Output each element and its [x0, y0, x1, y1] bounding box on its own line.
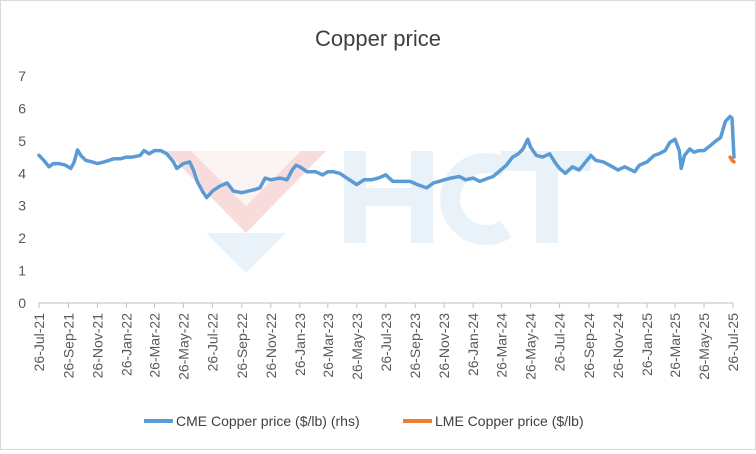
y-tick-label: 0 — [18, 295, 26, 311]
axis-layer: 0 1 2 3 4 5 6 7 26-Jul-21 26-Sep-21 26-Nov-21 26-Ja… — [18, 68, 741, 380]
legend-label-cme: CME Copper price ($/lb) (rhs) — [176, 413, 360, 429]
x-tick-label: 26-Mar-25 — [667, 313, 683, 378]
x-tick-label: 26-Jan-25 — [639, 313, 655, 376]
x-tick-label: 26-May-24 — [523, 313, 539, 380]
y-tick-label: 3 — [18, 198, 26, 214]
x-tick-label: 26-Jan-23 — [292, 313, 308, 376]
legend: CME Copper price ($/lb) (rhs) LME Copper… — [144, 413, 584, 429]
x-tick-label: 26-Jan-22 — [118, 313, 134, 376]
x-tick-label: 26-Jul-21 — [31, 313, 47, 372]
y-tick-label: 1 — [18, 263, 26, 279]
watermark-logo — [166, 151, 591, 273]
x-tick-label: 26-Jul-22 — [204, 313, 220, 372]
x-tick-label: 26-Mar-22 — [146, 313, 162, 378]
x-tick-label: 26-May-23 — [349, 313, 365, 380]
x-tick-label: 26-May-22 — [175, 313, 191, 380]
x-tick-label: 26-Jul-25 — [725, 313, 741, 372]
y-tick-label: 2 — [18, 230, 26, 246]
x-tick-label: 26-May-25 — [696, 313, 712, 380]
chart-title: Copper price — [315, 26, 441, 51]
series-line-lme — [728, 155, 736, 164]
x-tick-label: 26-Sep-22 — [234, 313, 250, 379]
x-tick-label: 26-Sep-21 — [60, 313, 76, 379]
x-tick-label: 26-Mar-23 — [320, 313, 336, 378]
series-layer — [37, 114, 736, 200]
legend-label-lme: LME Copper price ($/lb) — [435, 413, 584, 429]
series-line-cme — [37, 114, 736, 200]
x-tick-label: 26-Sep-24 — [581, 313, 597, 379]
x-tick-label: 26-Nov-22 — [263, 313, 279, 379]
y-tick-label: 7 — [18, 68, 26, 84]
y-tick-label: 5 — [18, 133, 26, 149]
x-tick-label: 26-Nov-23 — [436, 313, 452, 379]
y-tick-label: 4 — [18, 165, 26, 181]
x-tick-label: 26-Mar-24 — [494, 313, 510, 378]
x-tick-label: 26-Jul-23 — [378, 313, 394, 372]
x-tick-label: 26-Nov-24 — [610, 313, 626, 379]
x-tick-label: 26-Jan-24 — [465, 313, 481, 376]
x-tick-label: 26-Nov-21 — [89, 313, 105, 379]
y-tick-label: 6 — [18, 100, 26, 116]
x-tick-label: 26-Sep-23 — [407, 313, 423, 379]
x-tick-label: 26-Jul-24 — [552, 313, 568, 372]
